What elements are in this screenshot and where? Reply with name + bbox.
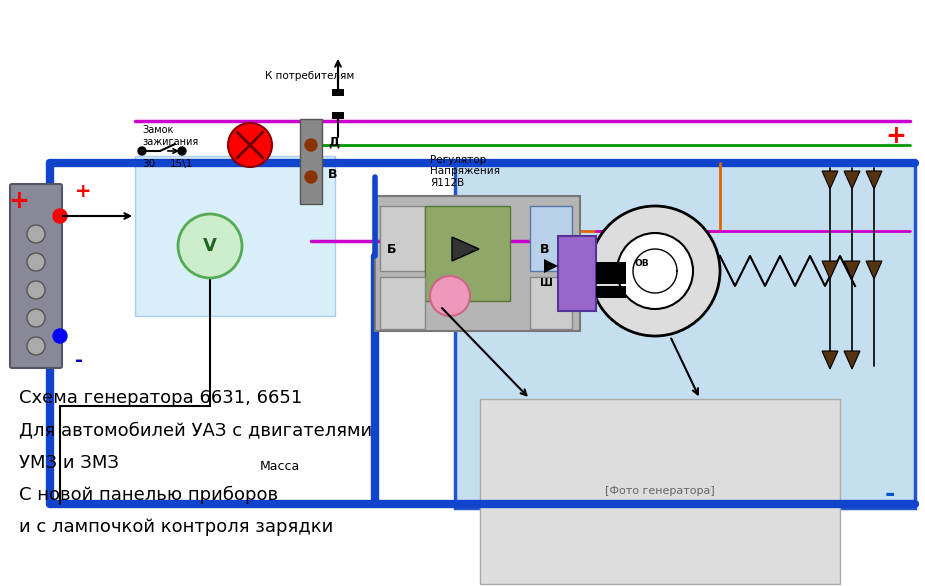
Bar [300,119,322,204]
Polygon shape [452,237,479,261]
Text: +: + [885,124,906,148]
Circle shape [178,214,242,278]
Circle shape [590,206,720,336]
Circle shape [305,139,317,151]
Circle shape [27,225,45,243]
Text: Замок
зажигания: Замок зажигания [142,125,198,147]
Text: [Фото генератора]: [Фото генератора] [605,486,715,496]
Bar [332,89,344,96]
Polygon shape [822,171,838,189]
Polygon shape [844,171,860,189]
Bar [332,112,344,119]
Text: -: - [885,482,895,506]
FancyBboxPatch shape [10,184,62,368]
Circle shape [228,123,272,167]
Bar [380,277,425,329]
Text: 15\1: 15\1 [170,159,193,169]
Text: +: + [75,182,92,200]
Text: Д: Д [328,135,339,148]
Text: К потребителям: К потребителям [265,71,354,81]
Text: V: V [204,237,217,255]
Circle shape [430,276,470,316]
Text: -: - [75,352,83,370]
Text: В: В [540,243,549,256]
Text: В: В [328,168,338,180]
Text: Регулятор
Напряжения
Я112В: Регулятор Напряжения Я112В [430,155,500,188]
Text: С новой панелью приборов: С новой панелью приборов [18,486,278,505]
Bar [480,399,840,584]
Circle shape [27,281,45,299]
Circle shape [53,209,67,223]
Text: Б: Б [387,243,397,256]
Bar [375,196,580,331]
Bar [596,262,626,284]
Text: 30: 30 [142,159,155,169]
Bar [380,206,425,271]
Circle shape [27,337,45,355]
Text: +: + [8,189,29,213]
Text: Масса: Масса [260,459,301,472]
Bar [135,156,335,316]
Bar [558,236,596,311]
Text: и с лампочкой контроля зарядки: и с лампочкой контроля зарядки [18,519,333,536]
Text: Схема генератора 6631, 6651: Схема генератора 6631, 6651 [18,390,302,407]
Polygon shape [844,351,860,369]
Circle shape [138,147,146,155]
Text: ОВ: ОВ [635,258,649,267]
Circle shape [53,329,67,343]
Bar [596,286,626,298]
Bar [530,206,572,271]
Circle shape [178,147,186,155]
Polygon shape [844,261,860,279]
Circle shape [305,171,317,183]
Text: Для автомобилей УАЗ с двигателями: Для автомобилей УАЗ с двигателями [18,422,372,440]
Bar [530,277,572,329]
Circle shape [617,233,693,309]
Polygon shape [866,171,882,189]
Polygon shape [866,261,882,279]
Text: Ш: Ш [540,278,553,288]
Bar [455,163,915,508]
Polygon shape [544,259,558,273]
Polygon shape [822,351,838,369]
Circle shape [27,253,45,271]
Bar [425,206,510,301]
Circle shape [27,309,45,327]
Text: УМЗ и ЗМЗ: УМЗ и ЗМЗ [18,454,118,472]
Polygon shape [822,261,838,279]
